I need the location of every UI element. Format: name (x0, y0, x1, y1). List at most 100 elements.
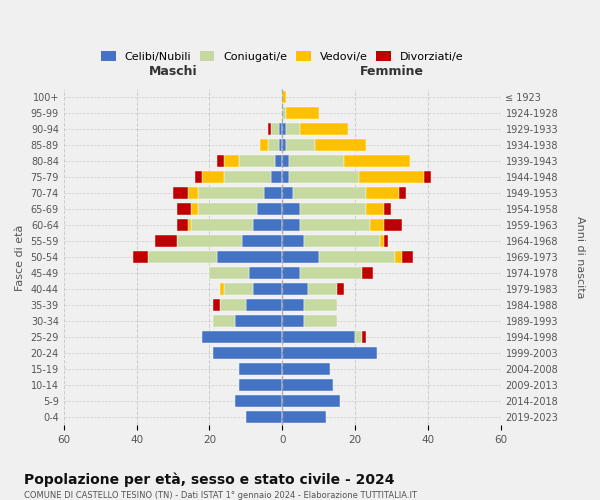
Bar (191, 204, 199, 216)
Bar (380, 236, 384, 248)
Bar (403, 252, 413, 264)
Bar (235, 396, 282, 407)
Bar (282, 300, 304, 312)
Bar (384, 236, 388, 248)
Text: COMUNE DI CASTELLO TESINO (TN) - Dati ISTAT 1° gennaio 2024 - Elaborazione TUTTI: COMUNE DI CASTELLO TESINO (TN) - Dati IS… (24, 491, 417, 500)
Bar (282, 412, 326, 424)
Bar (282, 156, 289, 168)
Y-axis label: Fasce di età: Fasce di età (15, 224, 25, 290)
Bar (366, 204, 384, 216)
Bar (133, 252, 148, 264)
Bar (191, 220, 253, 232)
Bar (282, 348, 377, 360)
Bar (282, 220, 301, 232)
Bar (282, 380, 333, 392)
Bar (209, 268, 250, 280)
Bar (370, 220, 384, 232)
Bar (304, 316, 337, 328)
Bar (398, 188, 406, 200)
Bar (384, 220, 403, 232)
Bar (253, 220, 282, 232)
Y-axis label: Anni di nascita: Anni di nascita (575, 216, 585, 298)
Bar (188, 188, 199, 200)
Bar (202, 332, 282, 344)
Bar (344, 156, 410, 168)
Bar (220, 284, 224, 296)
Bar (268, 140, 278, 151)
Bar (271, 172, 282, 183)
Bar (278, 124, 282, 136)
Bar (424, 172, 431, 183)
Bar (286, 140, 315, 151)
Bar (282, 268, 301, 280)
Bar (260, 140, 268, 151)
Bar (366, 188, 398, 200)
Bar (301, 124, 348, 136)
Bar (224, 284, 253, 296)
Bar (213, 348, 282, 360)
Bar (176, 204, 191, 216)
Bar (282, 284, 308, 296)
Bar (239, 364, 282, 376)
Bar (362, 268, 373, 280)
Text: Femmine: Femmine (359, 66, 424, 78)
Bar (199, 204, 257, 216)
Bar (155, 236, 176, 248)
Bar (176, 220, 188, 232)
Bar (242, 236, 282, 248)
Bar (282, 172, 289, 183)
Bar (239, 156, 275, 168)
Bar (195, 172, 202, 183)
Bar (301, 220, 370, 232)
Bar (286, 124, 301, 136)
Bar (293, 188, 366, 200)
Bar (224, 156, 239, 168)
Bar (282, 124, 286, 136)
Bar (188, 220, 191, 232)
Bar (275, 156, 282, 168)
Bar (235, 316, 282, 328)
Bar (304, 236, 380, 248)
Bar (278, 140, 282, 151)
Bar (282, 252, 319, 264)
Bar (217, 156, 224, 168)
Bar (271, 124, 278, 136)
Bar (282, 316, 304, 328)
Bar (148, 252, 217, 264)
Bar (246, 412, 282, 424)
Bar (337, 284, 344, 296)
Bar (384, 204, 391, 216)
Legend: Celibi/Nubili, Coniugati/e, Vedovi/e, Divorziati/e: Celibi/Nubili, Coniugati/e, Vedovi/e, Di… (101, 52, 463, 62)
Bar (355, 332, 362, 344)
Bar (362, 332, 366, 344)
Bar (282, 108, 286, 120)
Bar (395, 252, 403, 264)
Bar (264, 188, 282, 200)
Bar (304, 300, 337, 312)
Bar (224, 172, 271, 183)
Bar (319, 252, 395, 264)
Bar (308, 284, 337, 296)
Bar (282, 236, 304, 248)
Bar (257, 204, 282, 216)
Bar (213, 316, 235, 328)
Text: Maschi: Maschi (149, 66, 197, 78)
Bar (315, 140, 366, 151)
Bar (202, 172, 224, 183)
Bar (246, 300, 282, 312)
Bar (301, 268, 362, 280)
Text: Popolazione per età, sesso e stato civile - 2024: Popolazione per età, sesso e stato civil… (24, 472, 395, 487)
Bar (289, 156, 344, 168)
Bar (282, 396, 340, 407)
Bar (286, 108, 319, 120)
Bar (239, 380, 282, 392)
Bar (282, 92, 286, 104)
Bar (253, 284, 282, 296)
Bar (282, 140, 286, 151)
Bar (301, 204, 366, 216)
Bar (282, 204, 301, 216)
Bar (282, 364, 329, 376)
Bar (217, 252, 282, 264)
Bar (213, 300, 220, 312)
Bar (282, 332, 355, 344)
